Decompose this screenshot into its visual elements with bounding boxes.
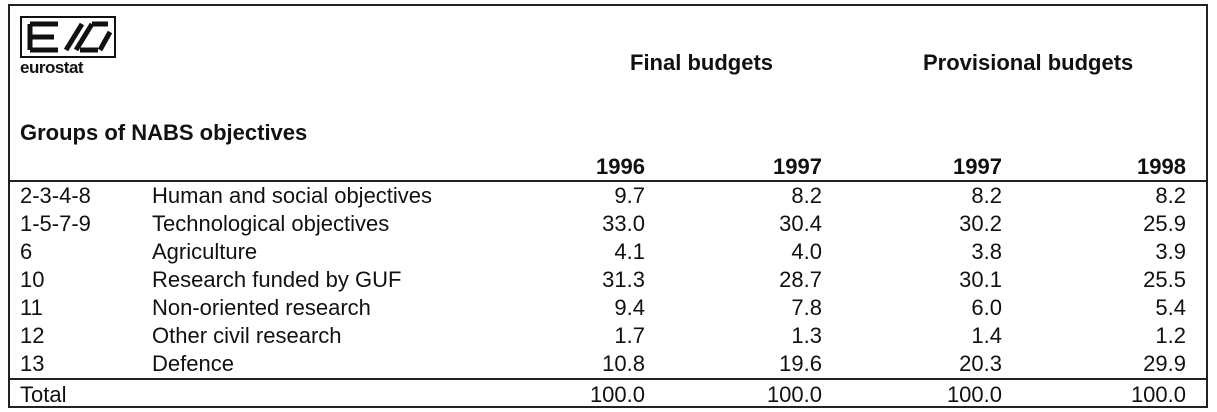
- cell-value: 1.2: [1155, 323, 1186, 348]
- row-label: Research funded by GUF: [152, 267, 402, 292]
- cell-value: 8.2: [791, 183, 822, 208]
- cell-value: 4.1: [614, 239, 645, 264]
- row-code: 13: [20, 351, 45, 376]
- cell-value: 10.8: [602, 351, 645, 376]
- cell-value: 7.8: [791, 295, 822, 320]
- total-value: 100.0: [589, 382, 645, 407]
- cell-value: 25.5: [1143, 267, 1186, 292]
- row-label: Non-oriented research: [152, 295, 371, 320]
- row-label: Human and social objectives: [152, 183, 433, 208]
- cell-value: 3.8: [971, 239, 1002, 264]
- total-rule: [8, 378, 1208, 380]
- year-header: 1996: [596, 154, 645, 179]
- total-value: 100.0: [766, 382, 822, 407]
- total-label: Total: [20, 382, 67, 407]
- cell-value: 30.4: [779, 211, 822, 236]
- total-value: 100.0: [946, 382, 1002, 407]
- year-header: 1998: [1137, 154, 1186, 179]
- cell-value: 4.0: [791, 239, 822, 264]
- cell-value: 1.3: [791, 323, 822, 348]
- row-code: 12: [20, 323, 45, 348]
- row-label: Agriculture: [152, 239, 258, 264]
- cell-value: 19.6: [779, 351, 822, 376]
- cell-value: 33.0: [602, 211, 645, 236]
- year-header: 1997: [953, 154, 1002, 179]
- group-header: Final budgets: [630, 50, 773, 75]
- cell-value: 9.4: [614, 295, 645, 320]
- cell-value: 29.9: [1143, 351, 1186, 376]
- cell-value: 31.3: [602, 267, 645, 292]
- row-label: Technological objectives: [152, 211, 390, 236]
- table-title: Groups of NABS objectives: [20, 120, 308, 145]
- cell-value: 1.7: [614, 323, 645, 348]
- row-code: 11: [20, 295, 43, 320]
- cell-value: 6.0: [971, 295, 1002, 320]
- row-code: 10: [20, 267, 45, 292]
- cell-value: 30.1: [959, 267, 1002, 292]
- cell-value: 1.4: [971, 323, 1002, 348]
- row-label: Other civil research: [152, 323, 342, 348]
- cell-value: 20.3: [959, 351, 1002, 376]
- cell-value: 3.9: [1155, 239, 1186, 264]
- row-label: Defence: [152, 351, 234, 376]
- row-code: 6: [20, 239, 33, 264]
- logo-text: eurostat: [20, 58, 84, 77]
- cell-value: 9.7: [614, 183, 645, 208]
- table-frame: [8, 4, 1208, 408]
- total-value: 100.0: [1130, 382, 1186, 407]
- cell-value: 25.9: [1143, 211, 1186, 236]
- cell-value: 5.4: [1155, 295, 1186, 320]
- logo-mark: [20, 16, 116, 58]
- cell-value: 8.2: [1155, 183, 1186, 208]
- row-code: 2-3-4-8: [20, 183, 91, 208]
- cell-value: 8.2: [971, 183, 1002, 208]
- year-header: 1997: [773, 154, 822, 179]
- group-header: Provisional budgets: [923, 50, 1134, 75]
- row-code: 1-5-7-9: [20, 211, 91, 236]
- header-rule: [8, 180, 1208, 182]
- cell-value: 30.2: [959, 211, 1002, 236]
- cell-value: 28.7: [779, 267, 822, 292]
